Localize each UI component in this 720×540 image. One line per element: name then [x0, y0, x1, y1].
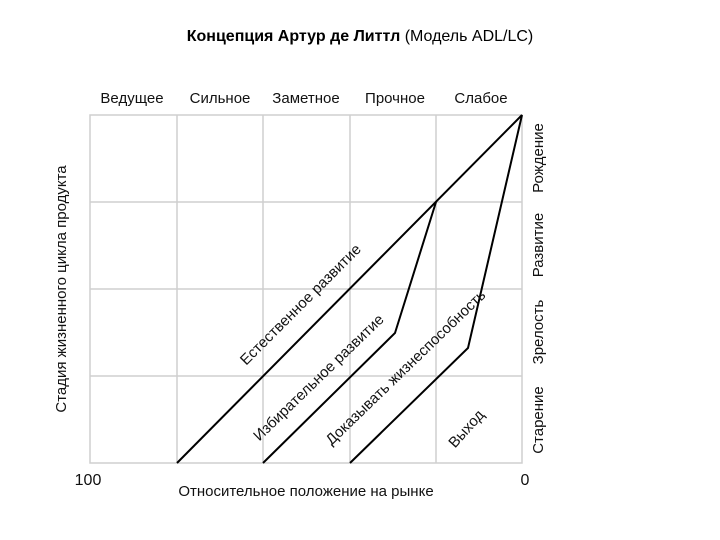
- y-axis-title: Стадия жизненного цикла продукта: [53, 165, 70, 413]
- position-label: Сильное: [190, 90, 251, 107]
- stage-label: Старение: [530, 386, 547, 454]
- position-label: Слабое: [454, 90, 507, 107]
- x-axis-title: Относительное положение на рынке: [178, 483, 433, 500]
- stage-label: Рождение: [530, 123, 547, 193]
- selective-development-line: [262, 201, 437, 464]
- x-axis-left-value: 100: [75, 472, 102, 489]
- diagram-title: Концепция Артур де Литтл (Модель ADL/LC): [0, 28, 720, 46]
- title-normal: (Модель ADL/LC): [400, 28, 534, 45]
- position-label: Ведущее: [100, 90, 163, 107]
- title-bold: Концепция Артур де Литтл: [186, 28, 401, 45]
- stage-label: Зрелость: [530, 299, 547, 364]
- position-label: Заметное: [272, 90, 339, 107]
- prove-viability-line: [349, 114, 523, 464]
- x-axis-right-value: 0: [521, 472, 530, 489]
- natural-development-line: [176, 114, 523, 464]
- stage-label: Развитие: [530, 213, 547, 278]
- position-label: Прочное: [365, 90, 425, 107]
- path-label: Выход: [445, 406, 488, 451]
